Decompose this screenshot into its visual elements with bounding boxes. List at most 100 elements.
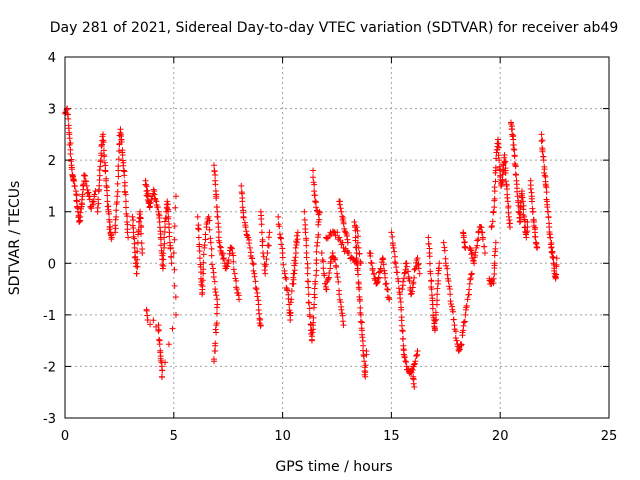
data-point — [155, 336, 162, 343]
data-point — [511, 146, 518, 153]
data-point — [434, 285, 441, 292]
data-point — [213, 195, 220, 202]
data-point — [497, 167, 504, 174]
y-tick-label: 0 — [48, 257, 56, 272]
data-point — [146, 203, 153, 210]
data-point — [494, 140, 501, 147]
data-point — [264, 249, 271, 256]
data-point — [495, 152, 502, 159]
data-point — [246, 240, 253, 247]
data-point — [239, 198, 246, 205]
data-point — [538, 138, 545, 145]
data-point — [343, 232, 350, 239]
data-point — [283, 275, 290, 282]
data-point — [373, 280, 380, 287]
data-point — [464, 296, 471, 303]
data-point — [106, 210, 113, 217]
data-point — [91, 191, 98, 198]
data-point — [195, 226, 202, 233]
data-point — [441, 247, 448, 254]
data-point — [169, 325, 176, 332]
data-point — [425, 241, 432, 248]
data-point — [161, 234, 168, 241]
data-point — [292, 260, 299, 267]
data-point — [82, 178, 89, 185]
data-point — [250, 261, 257, 268]
data-point — [171, 236, 178, 243]
data-point — [259, 242, 266, 249]
data-point — [323, 235, 330, 242]
data-point — [447, 291, 454, 298]
data-point — [362, 369, 369, 376]
data-point — [79, 191, 86, 198]
data-point — [334, 229, 341, 236]
data-point — [344, 239, 351, 246]
data-point — [106, 226, 113, 233]
data-point — [293, 241, 300, 248]
data-point — [199, 283, 206, 290]
data-point — [133, 270, 140, 277]
data-point — [147, 199, 154, 206]
data-point — [162, 359, 169, 366]
data-point — [100, 139, 107, 146]
data-point — [134, 263, 141, 270]
data-point — [88, 205, 95, 212]
data-point — [280, 261, 287, 268]
data-point — [426, 253, 433, 260]
data-point — [240, 214, 247, 221]
data-point — [359, 334, 366, 341]
data-point — [155, 328, 162, 335]
data-point — [502, 158, 509, 165]
data-point — [356, 286, 363, 293]
data-point — [261, 267, 268, 274]
data-point — [412, 358, 419, 365]
data-point — [121, 172, 128, 179]
data-point — [462, 244, 469, 251]
data-point — [252, 278, 259, 285]
data-point — [488, 223, 495, 230]
data-point — [389, 242, 396, 249]
data-point — [458, 341, 465, 348]
data-point — [224, 263, 231, 270]
data-point — [211, 167, 218, 174]
data-point — [467, 246, 474, 253]
data-point — [159, 367, 166, 374]
data-point — [434, 291, 441, 298]
data-point — [245, 234, 252, 241]
data-point — [399, 328, 406, 335]
data-point — [380, 261, 387, 268]
data-point — [276, 231, 283, 238]
data-point — [519, 194, 526, 201]
data-point — [101, 153, 108, 160]
data-point — [73, 197, 80, 204]
data-point — [539, 137, 546, 144]
data-point — [107, 223, 114, 230]
data-point — [196, 248, 203, 255]
data-point — [401, 270, 408, 277]
data-point — [137, 230, 144, 237]
data-point — [513, 172, 520, 179]
data-point — [356, 297, 363, 304]
data-point — [514, 193, 521, 200]
data-point — [504, 186, 511, 193]
data-point — [257, 322, 264, 329]
data-point — [495, 136, 502, 143]
data-point — [313, 256, 320, 263]
data-point — [432, 309, 439, 316]
data-point — [208, 252, 215, 259]
data-point — [124, 229, 131, 236]
data-point — [545, 214, 552, 221]
data-point — [337, 205, 344, 212]
data-point — [327, 265, 334, 272]
data-point — [353, 257, 360, 264]
data-point — [288, 296, 295, 303]
data-point — [254, 293, 261, 300]
data-point — [157, 236, 164, 243]
data-point — [95, 196, 102, 203]
data-point — [517, 204, 524, 211]
data-point — [124, 219, 131, 226]
data-point — [66, 135, 73, 142]
data-point — [341, 248, 348, 255]
data-point — [220, 256, 227, 263]
data-point — [139, 249, 146, 256]
